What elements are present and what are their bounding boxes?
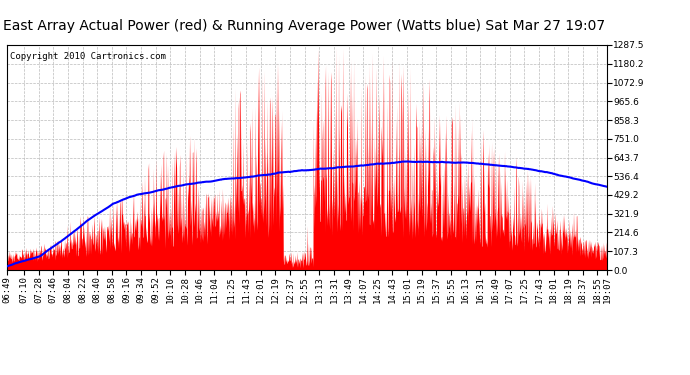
Text: Copyright 2010 Cartronics.com: Copyright 2010 Cartronics.com [10, 52, 166, 61]
Text: East Array Actual Power (red) & Running Average Power (Watts blue) Sat Mar 27 19: East Array Actual Power (red) & Running … [3, 19, 604, 33]
